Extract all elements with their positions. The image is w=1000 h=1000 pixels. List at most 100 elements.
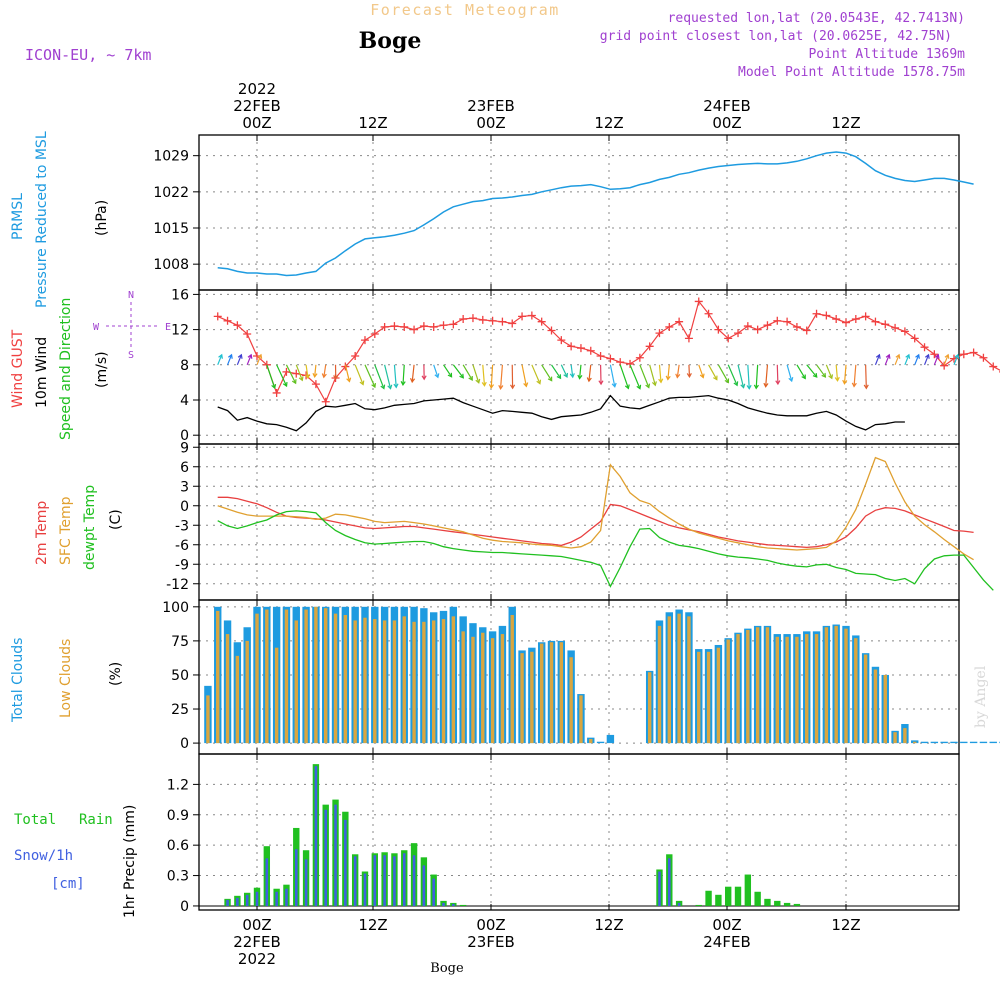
low-cloud-bar (353, 620, 357, 744)
low-cloud-bar (785, 636, 789, 744)
wind-arrow-head (842, 379, 848, 385)
wind-arrow-head (536, 379, 542, 385)
low-cloud-bar (549, 642, 554, 744)
snow-bar (432, 878, 435, 906)
wind-arrow (698, 364, 704, 378)
gust-point (459, 315, 468, 324)
wind-arrow-head (753, 384, 759, 390)
wind-arrow (853, 364, 857, 387)
wind-arrow-head (304, 374, 311, 380)
panel-3: -12 -9 -6 -3 0 3 6 9 (166, 440, 960, 601)
y-tick-label: 1029 (153, 149, 189, 165)
wind-arrow (472, 364, 480, 384)
wind-arrow (217, 354, 223, 366)
wind-arrow-head (713, 375, 718, 381)
low-cloud-bar (255, 613, 259, 744)
wind-arrow (588, 364, 592, 382)
pressure-series (217, 151, 974, 277)
wind-arrow-head (237, 353, 243, 359)
axis-label: 00Z (242, 916, 271, 934)
low-cloud-bar (667, 616, 671, 744)
wind-arrow-head (459, 373, 464, 379)
wind-arrow-head (475, 378, 481, 384)
total-cloud-bar (960, 741, 968, 744)
gust-point (694, 297, 703, 306)
axis-label: 2022 (238, 80, 276, 98)
gust-point (576, 344, 585, 353)
wind-arrow-head (934, 353, 940, 359)
wind-arrow (717, 364, 729, 383)
wind-arrow (727, 364, 738, 386)
snow-bar (255, 891, 259, 906)
gust-point (645, 342, 654, 351)
wind-arrow (266, 364, 276, 389)
gust-point (861, 312, 870, 321)
wind-arrow (402, 364, 405, 385)
low-cloud-bar (795, 636, 799, 744)
snow-bar (314, 766, 318, 906)
low-cloud-bar (530, 651, 534, 744)
wind-arrow (796, 364, 806, 379)
snow-bar (285, 888, 288, 906)
wind-arrow (433, 364, 439, 378)
wind-arrow-head (746, 384, 752, 390)
wind-arrow-head (298, 376, 304, 382)
axis-label: 24FEB (703, 933, 750, 951)
low-cloud-bar (284, 609, 289, 744)
wind-arrow-head (282, 382, 288, 388)
y-tick-label: 3 (180, 479, 189, 495)
gust-point (380, 322, 389, 331)
wind-arrow-head (598, 380, 604, 386)
gust-point (753, 325, 762, 334)
snow-bar (344, 819, 347, 906)
low-cloud-bar (863, 654, 868, 744)
low-cloud-bar (559, 642, 564, 744)
wind-arrow (411, 364, 415, 382)
low-cloud-bar (451, 616, 456, 744)
y-tick-label: 16 (171, 287, 189, 303)
wind-arrow-head (828, 374, 834, 380)
gust-point (370, 330, 379, 338)
low-cloud-bar (883, 674, 887, 744)
gust-point (675, 317, 684, 326)
y-tick-label: 0 (180, 736, 189, 752)
wind-arrow-head (675, 373, 681, 379)
low-cloud-bar (500, 634, 505, 744)
total-cloud-bar (920, 741, 929, 744)
wind-arrow-head (944, 353, 950, 359)
y-tick-label: 0 (180, 499, 189, 515)
wind-arrow (305, 364, 309, 379)
axis-label: 23FEB (467, 933, 514, 951)
gust-point (842, 318, 850, 327)
wind-arrow (246, 354, 252, 366)
axis-label: 00Z (476, 114, 505, 132)
wind-arrow (384, 364, 392, 389)
wind-arrow (323, 364, 327, 378)
wind-arrow-head (834, 376, 840, 382)
low-cloud-bar (657, 625, 662, 744)
rain-bar (715, 894, 722, 906)
wind-arrow-head (724, 378, 730, 384)
wind-arrow (835, 364, 839, 381)
compass-n: N (128, 290, 134, 301)
wind-arrow-head (488, 384, 495, 390)
low-cloud-bar (274, 647, 279, 744)
compass-e: E (165, 322, 171, 333)
low-cloud-bar (324, 608, 328, 744)
low-cloud-bar (402, 616, 406, 744)
total-cloud-bar (940, 741, 948, 744)
gust-point (537, 317, 546, 326)
wind-arrow-head (421, 375, 427, 381)
rain-bar (754, 891, 761, 906)
low-cloud-bar (716, 647, 721, 744)
gust-point (233, 321, 242, 330)
p5-label-cm: [cm] (51, 876, 85, 892)
y-tick-label: 100 (162, 600, 189, 616)
low-cloud-bar (726, 639, 730, 744)
snow-bar (294, 849, 298, 906)
y-tick-label: -9 (175, 557, 189, 573)
requested-coords: requested lon,lat (20.0543E, 42.7413N) (668, 11, 965, 26)
panel-2: 0 4 8 12 16 (171, 287, 960, 445)
gust-point (891, 323, 900, 332)
gust-point (282, 367, 291, 376)
